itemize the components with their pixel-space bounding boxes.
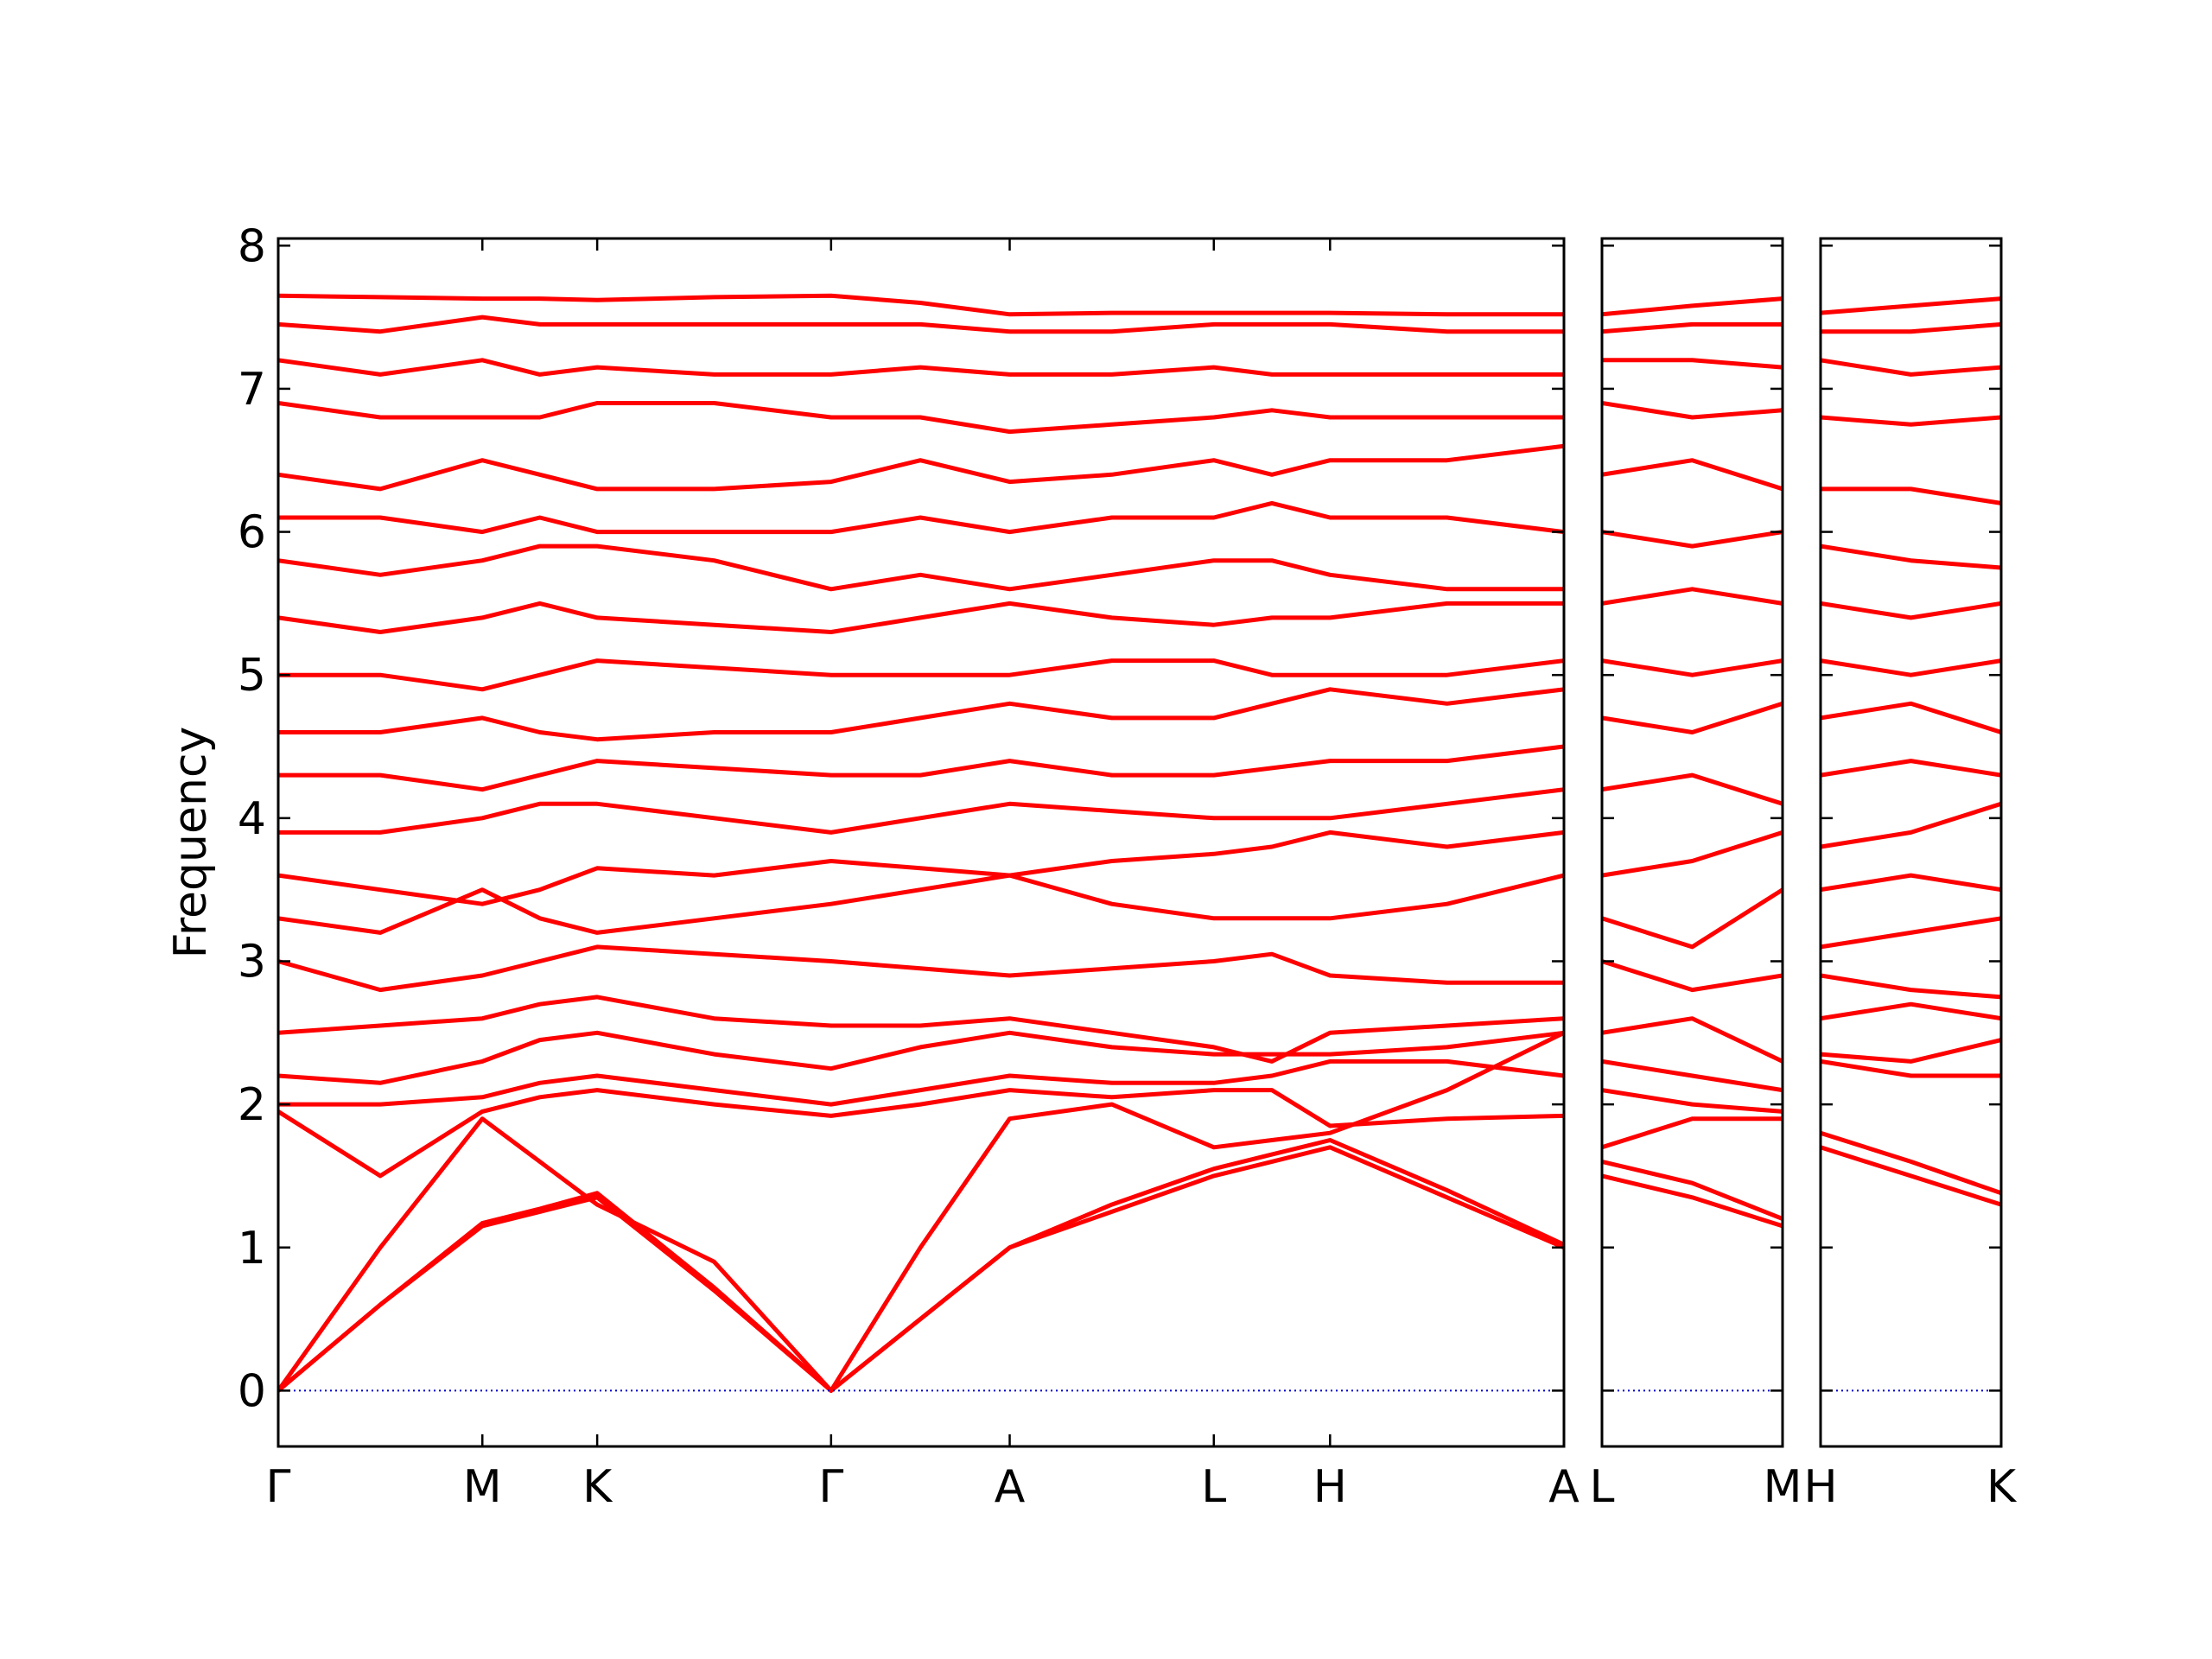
x-tick-label: M [1764,1461,1802,1513]
x-tick-label: L [1201,1461,1226,1513]
band-line [278,787,1564,835]
band-line [1602,701,1783,734]
band-line [1821,801,2001,849]
band-line [1821,916,2001,950]
band-line [1821,873,2001,893]
band-line [1821,543,2001,570]
band-line [278,830,1564,906]
band-line [278,401,1564,435]
band-line [1602,458,1783,492]
band-line [278,1031,1564,1393]
band-line [1821,1058,2001,1078]
band-line [1602,887,1783,950]
x-tick-label: K [1986,1461,2018,1513]
band-line [1821,486,2001,505]
band-line [1602,587,1783,606]
band-line [1602,1173,1783,1229]
band-line [278,1058,1564,1107]
band-line [1602,1088,1783,1114]
band-line [278,443,1564,492]
band-line [278,1088,1564,1179]
band-line [1821,973,2001,1000]
band-line [278,744,1564,792]
y-tick-label: 8 [238,220,266,272]
x-tick-label: A [995,1461,1026,1513]
band-line [1602,1159,1783,1221]
band-line [278,687,1564,742]
band-line [1821,1001,2001,1021]
panel [1821,296,2001,1207]
band-line [278,944,1564,993]
band-line [1821,701,2001,734]
band-line [1821,1130,2001,1196]
band-line [1602,830,1783,878]
band-line [278,358,1564,377]
band-line [278,601,1564,634]
y-tick-label: 4 [238,793,266,845]
plot-frame [276,237,1566,1448]
band-line [1821,415,2001,427]
band-line [278,543,1564,592]
band-line [1602,959,1783,993]
panel [1602,296,1783,1229]
band-line [1821,1145,2001,1207]
y-tick-label: 0 [238,1365,266,1417]
x-tick-label: H [1313,1461,1347,1513]
band-line [1821,321,2001,334]
band-line [1821,296,2001,315]
y-tick-label: 3 [238,936,266,988]
y-tick-label: 5 [238,650,266,702]
y-tick-label: 2 [238,1079,266,1131]
band-line [278,658,1564,692]
band-line [1602,401,1783,420]
band-line [1602,296,1783,317]
x-tick-label: Γ [818,1461,843,1513]
band-line [278,500,1564,535]
x-tick-label: H [1803,1461,1837,1513]
panel [278,293,1564,1393]
band-line [1602,772,1783,806]
x-tick-label: L [1590,1461,1615,1513]
band-line [1602,1016,1783,1064]
y-tick-label: 1 [238,1223,266,1274]
band-line [278,1030,1564,1085]
plot-frame [1600,237,1784,1448]
y-tick-label: 6 [238,507,266,559]
band-line [1602,321,1783,334]
x-tick-label: K [582,1461,613,1513]
band-line [278,293,1564,317]
band-line [1821,358,2001,377]
plot-frame [1819,237,2003,1448]
band-line [1821,601,2001,620]
band-line [1602,1058,1783,1093]
band-line [278,995,1564,1064]
x-tick-label: M [463,1461,502,1513]
band-line [1821,759,2001,778]
band-line [278,315,1564,334]
band-line [1602,658,1783,677]
band-line [1821,1038,2001,1064]
x-tick-label: A [1548,1461,1580,1513]
x-tick-label: Γ [266,1461,291,1513]
y-tick-label: 7 [238,364,266,416]
y-axis-label: Frequency [165,727,217,959]
band-line [1602,530,1783,549]
band-line [1602,1116,1783,1150]
band-line [1602,358,1783,370]
band-line [278,1138,1564,1393]
band-line [278,1145,1564,1393]
band-line [1821,658,2001,677]
